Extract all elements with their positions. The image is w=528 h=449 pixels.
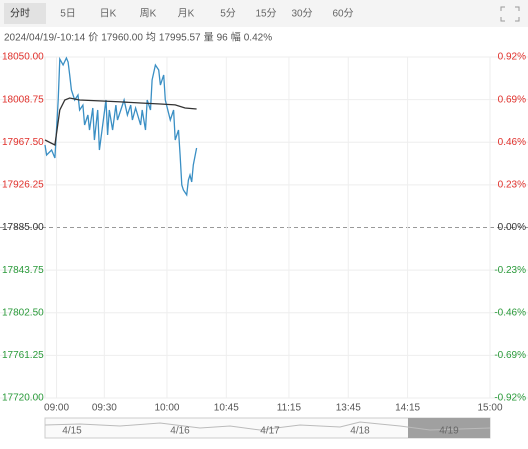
info-range: 0.42% [244, 33, 272, 44]
y2-tick-label: 0.69% [498, 94, 526, 105]
y2-tick-label: 0.00% [498, 222, 526, 233]
tab[interactable]: 30分 [291, 8, 312, 20]
y-tick-label: 17885.00 [2, 222, 44, 233]
y-tick-label: 17843.75 [2, 265, 44, 276]
info-time: 2024/04/19/-10:14 [4, 33, 86, 44]
y-tick-label: 17802.50 [2, 307, 44, 318]
y-tick-label: 17720.00 [2, 393, 44, 404]
tab[interactable]: 60分 [332, 8, 353, 20]
info-price-label: 价 [88, 32, 98, 44]
fullscreen-icon[interactable] [500, 6, 520, 22]
x-tick-label: 13:45 [336, 403, 361, 414]
info-avg: 17995.57 [159, 33, 201, 44]
navigator-label: 4/19 [439, 426, 459, 437]
y2-tick-label: -0.69% [494, 350, 526, 361]
tab-bar [0, 0, 528, 27]
tab[interactable]: 分时 [10, 8, 30, 20]
tab[interactable]: 月K [178, 8, 195, 20]
navigator-label: 4/16 [170, 426, 190, 437]
tab-active [4, 3, 46, 24]
y2-tick-label: -0.92% [494, 393, 526, 404]
tab[interactable]: 周K [140, 8, 157, 20]
navigator-label: 4/17 [260, 426, 280, 437]
tab[interactable]: 日K [100, 9, 117, 20]
x-tick-label: 09:30 [92, 403, 117, 414]
y2-tick-label: -0.46% [494, 307, 526, 318]
y-tick-label: 17761.25 [2, 350, 44, 361]
x-tick-label: 09:00 [44, 403, 69, 414]
x-tick-label: 10:45 [214, 403, 239, 414]
y2-tick-label: 0.23% [498, 180, 526, 191]
y2-tick-label: -0.23% [494, 265, 526, 276]
x-tick-label: 14:15 [395, 403, 420, 414]
info-vol: 96 [217, 33, 229, 44]
navigator-label: 4/18 [350, 426, 370, 437]
info-avg-label: 均 [146, 32, 156, 44]
y-tick-label: 17967.50 [2, 137, 44, 148]
y-tick-label: 18008.75 [2, 94, 44, 105]
navigator-selection[interactable] [408, 418, 490, 438]
tab[interactable]: 5日 [60, 9, 76, 20]
info-vol-label: 量 [204, 32, 214, 44]
x-tick-label: 10:00 [154, 403, 179, 414]
y-tick-label: 17926.25 [2, 180, 44, 191]
x-tick-label: 15:00 [477, 403, 502, 414]
series-line [44, 56, 198, 197]
y2-tick-label: 0.46% [498, 137, 526, 148]
navigator-label: 4/15 [62, 426, 82, 437]
y-tick-label: 18050.00 [2, 52, 44, 63]
tab[interactable]: 15分 [255, 8, 276, 20]
navigator-line [44, 421, 491, 431]
info-price: 17960.00 [101, 33, 143, 44]
series-line [44, 97, 197, 146]
y2-tick-label: 0.92% [498, 52, 526, 63]
x-tick-label: 11:15 [277, 403, 302, 414]
tab[interactable]: 5分 [220, 8, 236, 20]
info-range-label: 幅 [231, 31, 241, 44]
